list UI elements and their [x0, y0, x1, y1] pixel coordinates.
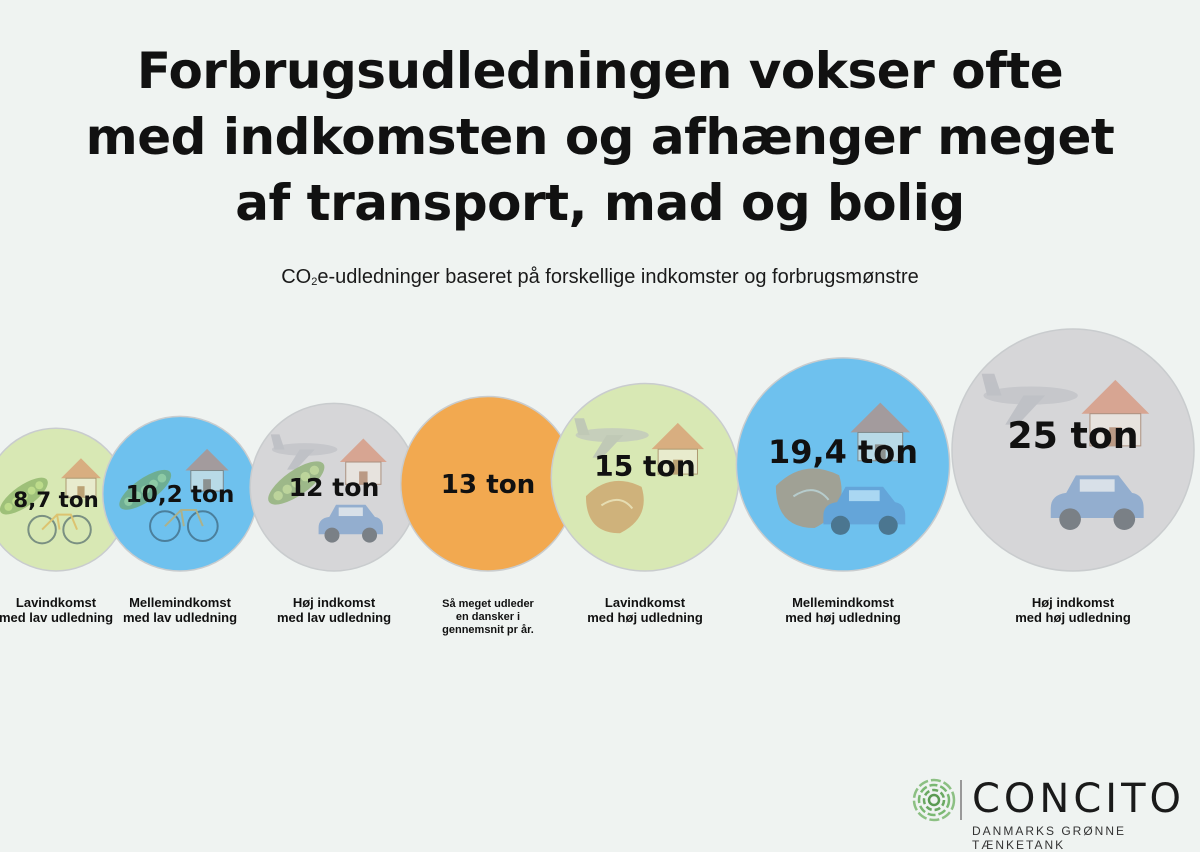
plane-icon	[981, 373, 1078, 425]
bubble-caption-line: med lav udledning	[123, 610, 237, 625]
car-icon	[1050, 475, 1144, 531]
bubble-value-label: 13 ton	[441, 470, 536, 500]
bubble-caption-line: med høj udledning	[785, 610, 901, 625]
title-line-2: med indkomsten og afhænger meget	[85, 108, 1115, 166]
bubble-value-label: 10,2 ton	[126, 481, 235, 508]
bubble-caption-line: med lav udledning	[277, 610, 391, 625]
peas-icon	[268, 461, 325, 505]
logo-tagline: DANMARKS GRØNNE TÆNKETANK	[972, 824, 1127, 852]
subtitle-post: e-udledninger baseret på forskellige ind…	[317, 266, 919, 288]
bubble-icons	[0, 458, 101, 545]
subtitle-pre: CO	[281, 266, 312, 288]
bubble-caption-line: med lav udledning	[0, 610, 113, 625]
bubble-value-label: 12 ton	[289, 473, 380, 502]
concito-logo: CONCITO DANMARKS GRØNNE TÆNKETANK	[908, 776, 1198, 852]
logo-wordmark: CONCITO	[972, 776, 1185, 822]
bubble-caption-line: Mellemindkomst	[129, 595, 232, 610]
plane-icon	[270, 434, 338, 470]
bubble-caption-line: Lavindkomst	[16, 595, 97, 610]
bubble-caption-line: med høj udledning	[587, 610, 703, 625]
fingerprint-logo-icon	[912, 778, 956, 822]
bubble-icons	[268, 434, 387, 543]
bubble-icons	[775, 402, 911, 535]
bubble-caption-line: gennemsnit pr år.	[442, 624, 534, 636]
bicycle-icon	[149, 508, 219, 543]
house-icon	[651, 422, 705, 475]
title-line-1: Forbrugsudledningen vokser ofte	[136, 42, 1064, 100]
bubble-caption-line: Høj indkomst	[293, 595, 376, 610]
house-icon	[850, 402, 911, 462]
title-line-3: af transport, mad og bolig	[235, 174, 965, 232]
page-title: Forbrugsudledningen vokser ofte med indk…	[0, 38, 1200, 236]
car-icon	[318, 504, 383, 543]
car-icon	[823, 486, 906, 535]
house-icon	[60, 458, 101, 498]
bubble-icons	[574, 418, 705, 534]
bubble-value-label: 8,7 ton	[13, 488, 99, 513]
peas-icon	[0, 477, 48, 515]
bubble-value-label: 19,4 ton	[768, 433, 918, 471]
bubble-icons	[981, 373, 1150, 531]
bubble-icons	[119, 448, 229, 543]
bubble-caption-line: Mellemindkomst	[792, 595, 895, 610]
logo-divider	[960, 780, 962, 820]
peas-icon	[119, 469, 172, 510]
bubble-value-label: 15 ton	[594, 450, 696, 483]
bubble-caption-line: Lavindkomst	[605, 595, 686, 610]
bicycle-icon	[27, 513, 92, 545]
chart-subtitle: CO2e-udledninger baseret på forskellige …	[0, 266, 1200, 289]
steak-icon	[585, 480, 644, 534]
subtitle-subscript: 2	[311, 276, 318, 288]
house-icon	[339, 438, 387, 485]
bubble-caption-line: en dansker i	[456, 611, 520, 623]
bubble-caption-line: Så meget udleder	[442, 598, 534, 610]
bubble-caption-line: med høj udledning	[1015, 610, 1131, 625]
plane-icon	[574, 418, 649, 458]
house-icon	[185, 448, 229, 492]
bubble-caption-line: Høj indkomst	[1032, 595, 1115, 610]
house-icon	[1081, 379, 1150, 447]
bubble-value-label: 25 ton	[1007, 414, 1138, 457]
